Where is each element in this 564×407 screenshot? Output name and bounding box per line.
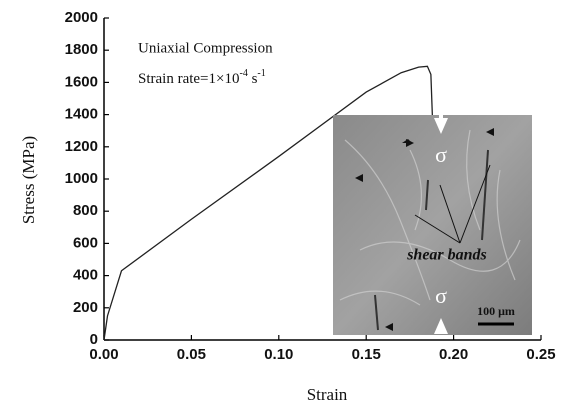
scale-bar-label: 100 μm (477, 304, 515, 318)
annotation-text: Strain rate=1×10-4 s-1 (138, 68, 266, 87)
plot-area: 0 200 400 600 800 1000 1200 1400 1600 1800 2000 0.0… (65, 9, 556, 363)
shear-band-lines (374, 149, 489, 331)
y-tick-label: 1600 (65, 73, 98, 90)
annotation-text: Strain rate=1×10 (138, 71, 239, 87)
x-tick-label: 0.10 (264, 346, 293, 363)
x-axis-label: Strain (307, 385, 348, 404)
annotation-text: Uniaxial Compression (138, 40, 273, 56)
y-tick-label: 600 (73, 234, 98, 251)
x-tick-label: 0.20 (439, 346, 468, 363)
annotation-sup: -4 (239, 68, 247, 79)
load-arrows (434, 115, 448, 334)
line-series (103, 65, 434, 341)
y-tick-label: 1200 (65, 138, 98, 155)
pointer-arrows (414, 164, 491, 244)
annotation-text: s (248, 71, 258, 87)
x-tick-label: 0.25 (526, 346, 555, 363)
y-axis-label: Stress (MPa) (19, 136, 38, 224)
texture (339, 129, 521, 306)
inset-image: σ σ shear bands 100 μm (333, 115, 532, 335)
annotation: Uniaxial Compression Strain rate=1×10-4 … (138, 40, 273, 87)
y-tick-label: 200 (73, 299, 98, 316)
arrowheads (355, 128, 494, 331)
x-tick-label: 0.05 (177, 346, 206, 363)
x-tick-label: 0.15 (352, 346, 381, 363)
inset-label: shear bands (406, 247, 487, 264)
y-tick-label: 1800 (65, 41, 98, 58)
inset-label: σ (435, 283, 447, 308)
annotation-sup: -1 (257, 68, 265, 79)
y-tick-label: 1000 (65, 170, 98, 187)
y-tick-label: 400 (73, 267, 98, 284)
x-tick-label: 0.00 (89, 346, 118, 363)
y-tick-label: 1400 (65, 106, 98, 123)
micrograph (333, 115, 532, 335)
y-tick-label: 2000 (65, 9, 98, 26)
y-tick-label: 0 (90, 331, 98, 348)
inset-label: σ (435, 142, 447, 167)
y-tick-label: 800 (73, 202, 98, 219)
